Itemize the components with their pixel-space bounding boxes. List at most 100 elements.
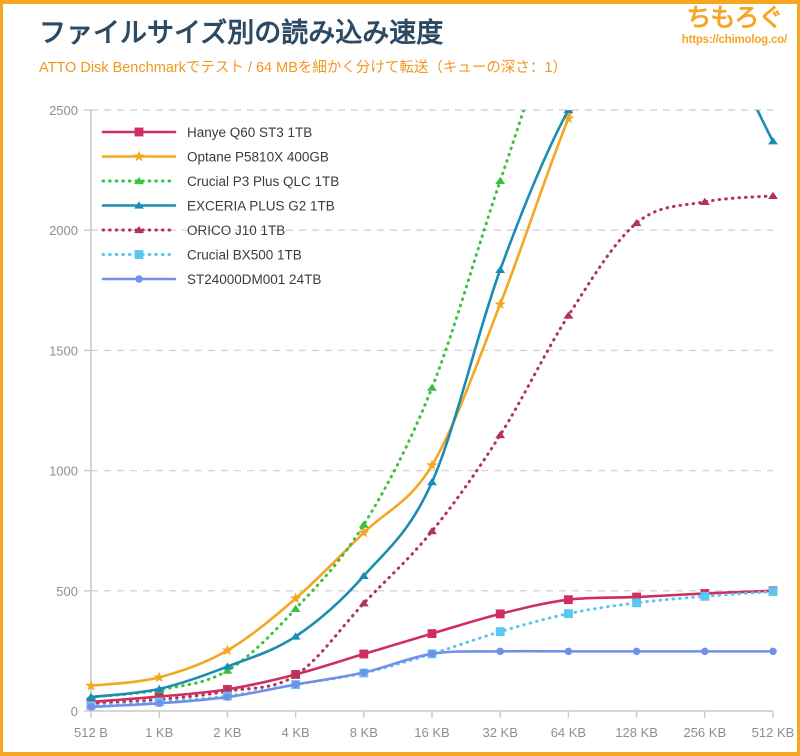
data-point-marker [360,668,368,677]
data-point-marker [632,592,642,602]
legend-label: ORICO J10 1TB [187,223,285,238]
legend-label: Crucial BX500 1TB [187,248,302,263]
data-point-marker [133,150,145,162]
x-axis-tick-label: 8 KB [350,725,378,740]
line-chart: 0 500 1000 1500 2000 2500 512 B 1 KB 2 KB 4 KB 8 K… [49,103,795,740]
data-point-marker [769,647,777,656]
brand-watermark: ちもろぐ https://chimolog.co/ [682,6,787,47]
data-point-marker [135,275,143,283]
data-point-marker [85,679,97,691]
legend-label: EXCERIA PLUS G2 1TB [187,199,335,214]
x-axis-tick-label: 4 KB [282,725,310,740]
data-point-marker [632,647,641,656]
data-point-marker [768,137,778,145]
series-line [89,194,775,706]
data-point-marker [134,250,144,259]
data-point-marker [563,609,573,619]
x-axis-tick-label: 1 KB [145,725,173,740]
x-axis-tick-label: 64 KB [551,725,586,740]
data-point-marker [221,644,234,656]
data-point-marker [563,595,573,605]
data-point-marker [632,598,642,608]
data-point-marker [86,693,96,701]
data-point-marker [495,265,506,273]
legend-label: Crucial P3 Plus QLC 1TB [187,174,339,189]
data-point-marker [495,627,505,637]
title-block: ファイルサイズ別の読み込み速度 ATTO Disk Benchmarkでテスト … [39,18,567,77]
data-point-marker [291,680,300,689]
data-point-marker [87,703,95,711]
data-point-marker [563,311,574,319]
series-line [89,590,775,708]
legend-label: Hanye Q60 ST3 1TB [187,125,312,140]
data-point-marker [562,112,575,124]
data-point-marker [289,592,302,604]
data-point-marker [359,649,369,659]
y-axis-tick-label: 2500 [49,103,78,118]
series-6 [87,647,777,711]
data-point-marker [495,430,506,439]
data-point-marker [358,571,369,580]
data-point-marker [427,527,437,535]
series-group [85,110,778,711]
y-axis-tick-label: 0 [71,704,78,719]
data-point-marker [223,693,232,701]
data-point-marker [494,298,506,310]
x-axis-tick-label: 2 KB [213,725,241,740]
data-point-marker [155,699,163,708]
plot-area: 0 500 1000 1500 2000 2500 512 B 1 KB 2 KB 4 KB 8 K… [3,96,800,756]
page-subtitle: ATTO Disk Benchmarkでテスト / 64 MBを細かく分けて転送… [39,60,567,77]
data-point-marker [290,632,301,640]
data-point-marker [134,127,144,137]
top-accent-bar [3,0,800,4]
data-point-marker [154,684,165,693]
legend-item: Crucial P3 Plus QLC 1TB [101,174,339,189]
data-point-marker [699,197,710,205]
data-point-marker [427,383,437,391]
legend-label: Optane P5810X 400GB [187,150,329,165]
data-point-marker [222,662,233,670]
y-axis-tick-label: 1500 [49,343,78,358]
data-point-marker [426,459,438,471]
x-axis-tick-label: 512 B [74,725,108,740]
data-point-marker [427,629,437,639]
data-point-marker [358,520,369,528]
series-5 [86,587,778,711]
series-3 [86,110,778,701]
legend-item: Hanye Q60 ST3 1TB [101,125,312,140]
data-point-marker [134,176,144,185]
data-point-marker [700,591,710,601]
legend-item: Crucial BX500 1TB [101,248,302,263]
data-point-marker [222,666,233,674]
data-point-marker [564,647,573,656]
data-point-marker [358,526,370,538]
x-axis-tick-label: 512 KB [752,725,795,740]
data-point-marker [153,671,165,683]
legend-item: ORICO J10 1TB [101,223,285,238]
x-axis-tick-label: 128 KB [615,725,658,740]
page-title: ファイルサイズ別の読み込み速度 [39,18,444,48]
x-axis-tick-label: 16 KB [414,725,449,740]
data-point-marker [134,201,144,209]
series-0 [86,586,778,707]
data-point-marker [563,110,574,114]
data-point-marker [701,647,709,656]
data-point-marker [290,671,301,679]
data-point-marker [358,599,369,607]
data-point-marker [134,225,144,234]
data-point-marker [631,218,642,227]
legend-item: EXCERIA PLUS G2 1TB [101,199,335,214]
series-1 [85,110,575,691]
data-point-marker [427,478,437,486]
data-point-marker [495,176,506,185]
legend: Hanye Q60 ST3 1TB Optane P5810X 400GB Cruc… [101,125,339,287]
data-point-marker [496,647,504,656]
x-axis-tick-label: 32 KB [482,725,517,740]
x-axis-tick-label: 256 KB [683,725,726,740]
data-point-marker [290,604,301,612]
data-point-marker [495,609,505,619]
legend-item: ST24000DM001 24TB [101,272,321,287]
data-point-marker [768,587,778,596]
data-point-marker [428,650,436,658]
